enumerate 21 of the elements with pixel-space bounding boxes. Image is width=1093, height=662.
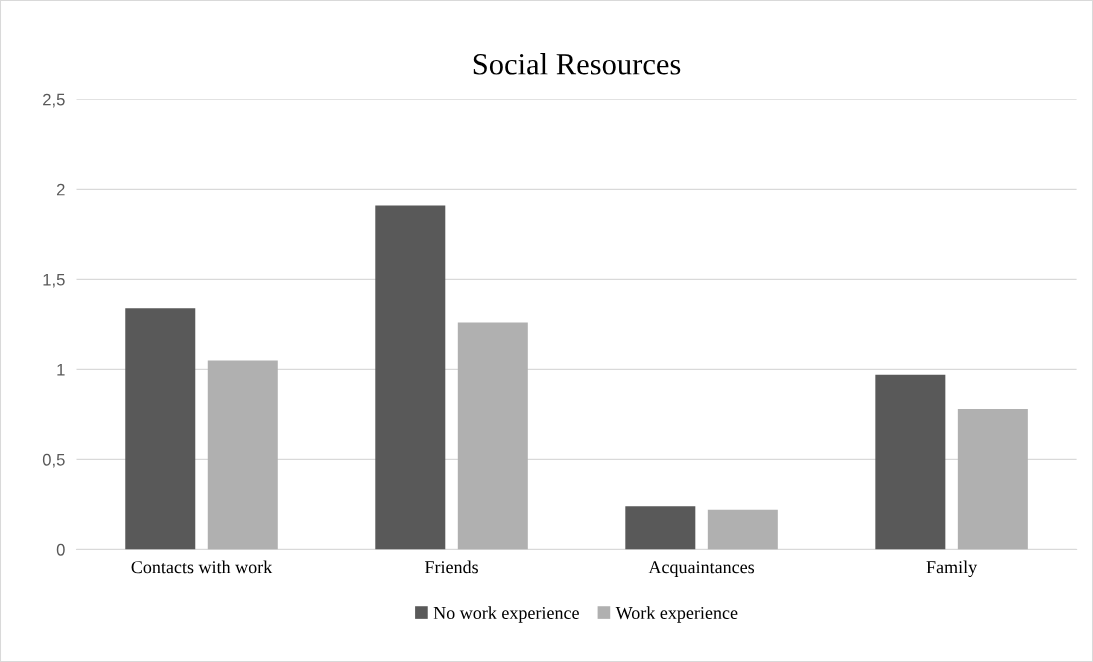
bar: [375, 205, 446, 550]
legend-label: No work experience: [433, 606, 579, 623]
bar: [957, 409, 1028, 550]
y-tick-label: 1: [57, 363, 65, 376]
bar: [125, 308, 196, 550]
x-tick-label: Family: [926, 560, 978, 577]
x-tick-label: Acquaintances: [648, 561, 755, 577]
bar: [207, 360, 278, 550]
y-tick-label: 0: [56, 543, 65, 556]
y-tick-label: 2,5: [43, 93, 65, 108]
bar: [707, 509, 778, 550]
y-tick-label: 2: [56, 183, 65, 196]
y-tick-label: 1,5: [43, 273, 65, 288]
bar: [457, 322, 528, 550]
x-tick-label: Friends: [424, 560, 478, 574]
bar: [875, 374, 946, 550]
y-tick-label: 0,5: [42, 453, 65, 468]
x-tick-label: Contacts with work: [131, 560, 273, 574]
legend-label: Work experience: [615, 606, 738, 623]
bar: [625, 506, 696, 550]
chart-title: Social Resources: [473, 53, 681, 75]
